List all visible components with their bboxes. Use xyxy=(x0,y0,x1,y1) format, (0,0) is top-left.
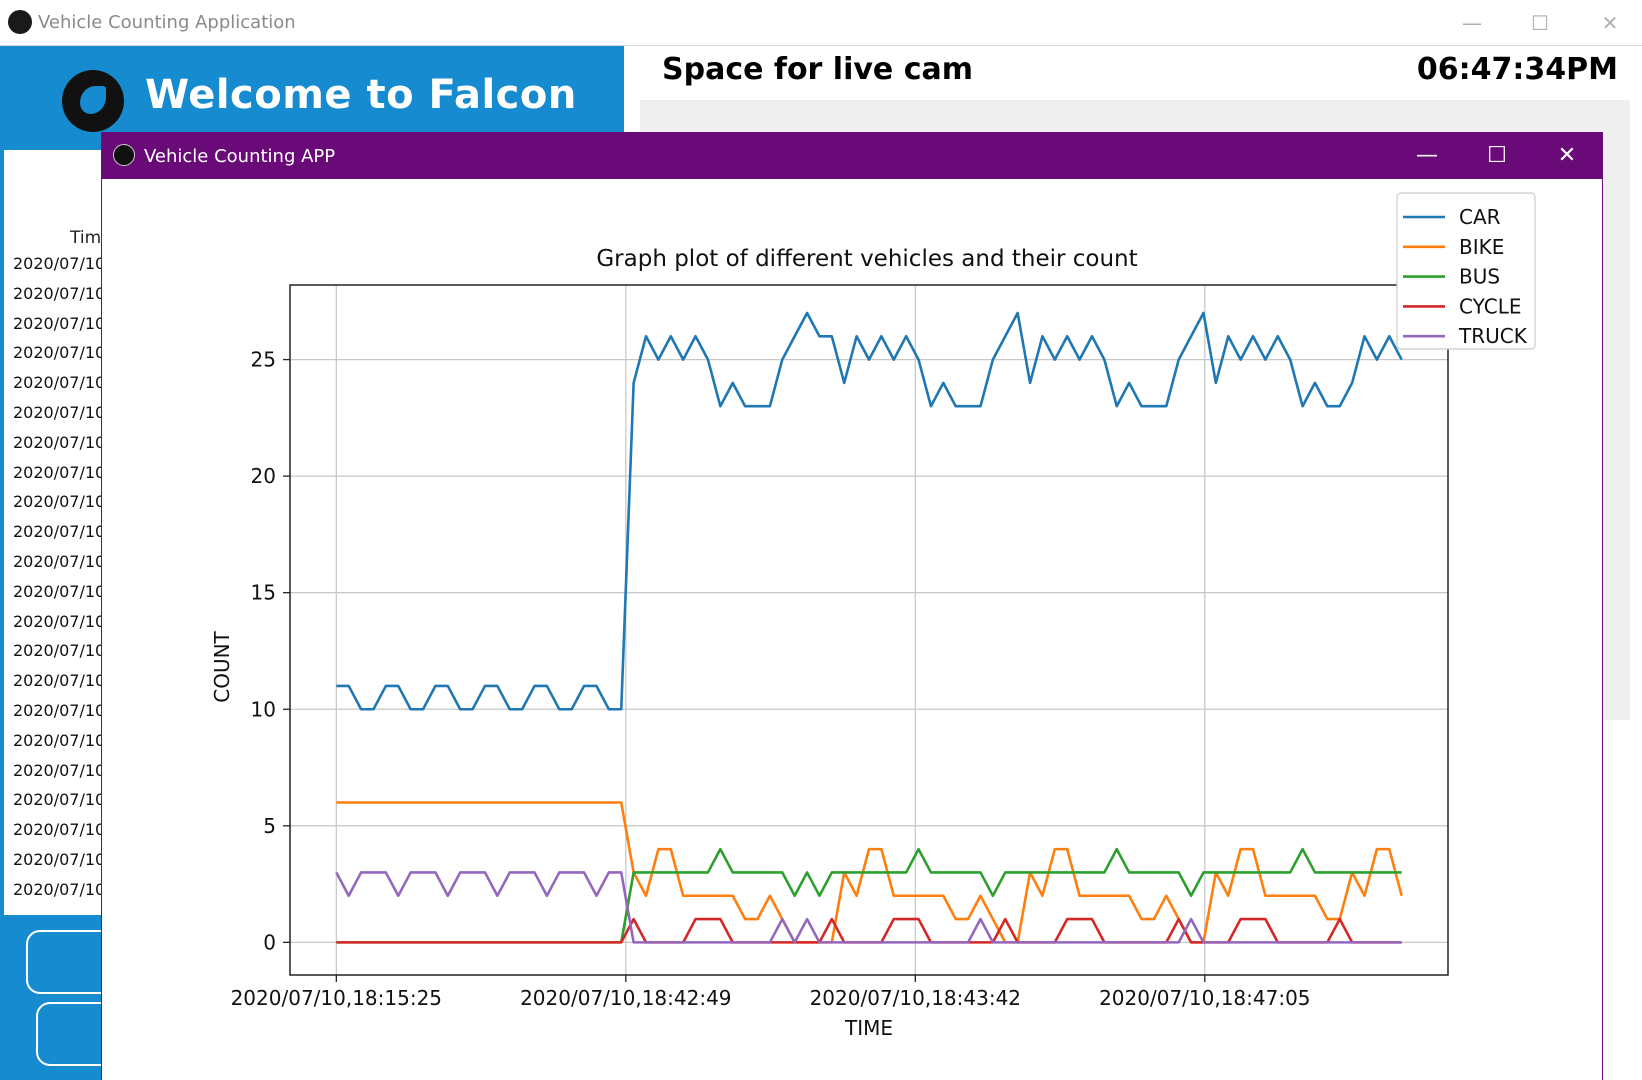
table-row[interactable]: 2020/07/10 xyxy=(13,790,106,810)
main-window-title: Vehicle Counting Application xyxy=(38,12,296,33)
table-row[interactable]: 2020/07/10 xyxy=(13,343,106,363)
table-row[interactable]: 2020/07/10 xyxy=(13,432,106,452)
x-tick-label: 2020/07/10,18:42:49 xyxy=(520,986,731,1010)
table-row[interactable]: 2020/07/10 xyxy=(13,403,106,422)
series-line-bike xyxy=(336,801,1403,944)
legend-entry: CAR xyxy=(1459,205,1501,229)
table-row[interactable]: 2020/07/10 xyxy=(13,879,106,899)
legend-box xyxy=(1396,192,1536,350)
legend-entry: CYCLE xyxy=(1459,294,1521,318)
table-row[interactable]: 2020/07/10 xyxy=(13,492,106,512)
table-row[interactable]: 2020/07/10 xyxy=(13,581,106,601)
minimize-button[interactable]: — xyxy=(1462,11,1482,35)
table-row[interactable]: 2020/07/10 xyxy=(13,641,106,661)
welcome-heading: Welcome to Falcon xyxy=(145,72,577,118)
falcon-app-icon xyxy=(8,10,32,34)
table-row[interactable]: 2020/07/10 xyxy=(13,462,106,482)
x-tick-label: 2020/07/10,18:15:25 xyxy=(231,986,442,1010)
table-row[interactable]: 2020/07/10 xyxy=(13,820,106,840)
y-axis-label: COUNT xyxy=(210,630,234,702)
main-titlebar: Vehicle Counting Application — ☐ ✕ xyxy=(0,0,1642,46)
series-line-car xyxy=(336,311,1403,711)
popup-title: Vehicle Counting APP xyxy=(144,146,336,167)
legend-entry: BIKE xyxy=(1459,235,1504,259)
popup-minimize-button[interactable]: — xyxy=(1416,143,1438,168)
chart-legend: CAR BIKE BUS CYCLE TRUCK xyxy=(1396,192,1536,350)
clock-display: 06:47:34PM xyxy=(1416,52,1618,87)
table-header-time[interactable]: Tim xyxy=(70,228,102,248)
maximize-button[interactable]: ☐ xyxy=(1531,11,1549,35)
close-button[interactable]: ✕ xyxy=(1601,11,1619,35)
y-tick-label: 15 xyxy=(251,581,276,605)
table-row[interactable]: 2020/07/10 xyxy=(13,283,106,303)
table-row[interactable]: 2020/07/10 xyxy=(13,760,106,780)
legend-entry: BUS xyxy=(1459,265,1500,289)
vehicle-count-chart: Graph plot of different vehicles and the… xyxy=(210,192,1536,1040)
table-row[interactable]: 2020/07/10 xyxy=(13,254,106,273)
series-line-cycle xyxy=(336,917,1402,944)
y-tick-label: 20 xyxy=(251,464,276,488)
chart-title: Graph plot of different vehicles and the… xyxy=(596,246,1137,272)
chart-popup-window: Vehicle Counting APP — ☐ ✕ Graph plot of… xyxy=(101,132,1603,1080)
legend-entry: TRUCK xyxy=(1458,324,1528,348)
plot-frame xyxy=(289,284,1449,976)
table-row[interactable]: 2020/07/10 xyxy=(13,522,106,542)
popup-maximize-button[interactable]: ☐ xyxy=(1487,143,1507,168)
table-row[interactable]: 2020/07/10 xyxy=(13,730,106,750)
table-row[interactable]: 2020/07/10 xyxy=(13,313,106,333)
table-row[interactable]: 2020/07/10 xyxy=(13,671,106,691)
y-tick-label: 25 xyxy=(251,348,276,372)
x-axis-label: TIME xyxy=(844,1016,893,1040)
table-row[interactable]: 2020/07/10 xyxy=(13,611,106,631)
series-line-truck xyxy=(335,871,1402,944)
popup-titlebar: Vehicle Counting APP — ☐ ✕ xyxy=(102,132,1602,179)
table-row[interactable]: 2020/07/10 xyxy=(13,701,106,720)
table-row[interactable]: 2020/07/10 xyxy=(13,552,106,571)
y-tick-label: 5 xyxy=(263,814,276,838)
live-cam-title: Space for live cam xyxy=(662,52,974,87)
falcon-app-icon xyxy=(113,144,135,166)
x-tick-label: 2020/07/10,18:47:05 xyxy=(1099,986,1310,1010)
table-row[interactable]: 2020/07/10 xyxy=(13,373,106,393)
falcon-logo-icon xyxy=(62,70,124,132)
x-tick-label: 2020/07/10,18:43:42 xyxy=(810,986,1021,1010)
y-tick-label: 10 xyxy=(251,697,276,721)
table-row[interactable]: 2020/07/10 xyxy=(13,850,106,869)
y-tick-label: 0 xyxy=(263,930,276,954)
popup-close-button[interactable]: ✕ xyxy=(1557,143,1577,168)
